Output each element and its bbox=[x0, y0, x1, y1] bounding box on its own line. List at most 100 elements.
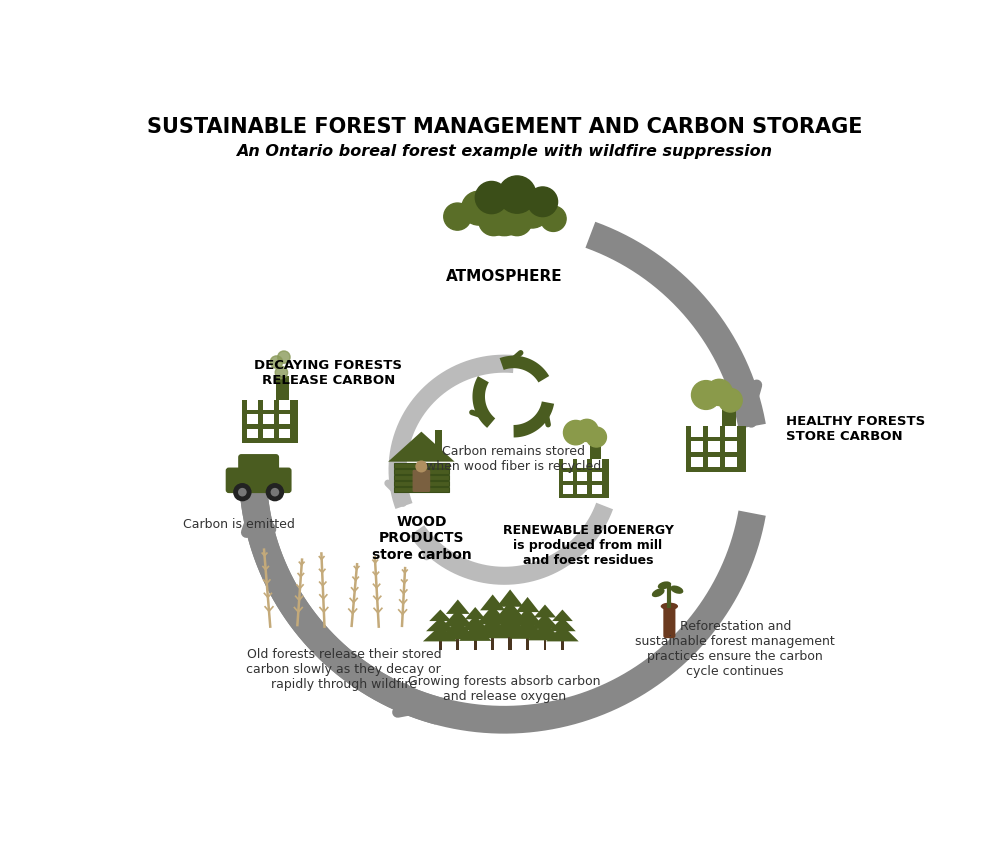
Polygon shape bbox=[446, 600, 469, 614]
Bar bbox=[578, 460, 587, 468]
Bar bbox=[439, 640, 442, 650]
Bar bbox=[578, 473, 587, 481]
Bar bbox=[686, 426, 746, 473]
Bar bbox=[247, 401, 258, 410]
Circle shape bbox=[415, 461, 427, 473]
Text: Growing forests absorb carbon
and release oxygen: Growing forests absorb carbon and releas… bbox=[408, 675, 600, 703]
Bar bbox=[395, 481, 449, 486]
Bar bbox=[247, 415, 258, 425]
Bar bbox=[263, 415, 274, 425]
Circle shape bbox=[481, 190, 527, 236]
Bar bbox=[491, 636, 494, 650]
Bar bbox=[592, 485, 602, 494]
Polygon shape bbox=[461, 616, 489, 630]
Circle shape bbox=[498, 177, 536, 214]
Polygon shape bbox=[509, 618, 546, 639]
Bar bbox=[578, 485, 587, 494]
Bar bbox=[707, 442, 720, 452]
Circle shape bbox=[718, 389, 742, 413]
Text: RENEWABLE BIOENERGY
is produced from mill
and foest residues: RENEWABLE BIOENERGY is produced from mil… bbox=[503, 523, 673, 566]
Circle shape bbox=[461, 192, 496, 226]
Polygon shape bbox=[530, 613, 559, 630]
FancyBboxPatch shape bbox=[412, 470, 430, 492]
Bar bbox=[563, 460, 573, 468]
Text: HEALTHY FORESTS
STORE CARBON: HEALTHY FORESTS STORE CARBON bbox=[785, 415, 925, 443]
Polygon shape bbox=[476, 606, 509, 624]
FancyBboxPatch shape bbox=[238, 455, 279, 476]
Bar bbox=[589, 438, 601, 462]
FancyBboxPatch shape bbox=[663, 606, 675, 638]
Circle shape bbox=[706, 380, 732, 406]
Polygon shape bbox=[549, 618, 576, 631]
Polygon shape bbox=[497, 589, 523, 607]
Bar bbox=[278, 429, 290, 439]
Polygon shape bbox=[489, 613, 531, 637]
Text: An Ontario boreal forest example with wildfire suppression: An Ontario boreal forest example with wi… bbox=[236, 144, 772, 159]
Polygon shape bbox=[527, 623, 563, 641]
Bar bbox=[277, 376, 289, 403]
Circle shape bbox=[502, 206, 532, 236]
Ellipse shape bbox=[670, 586, 683, 595]
Bar bbox=[242, 401, 298, 444]
Bar bbox=[707, 457, 720, 467]
Polygon shape bbox=[493, 601, 527, 623]
Text: Old forests release their stored
carbon slowly as they decay or
rapidly through : Old forests release their stored carbon … bbox=[247, 647, 441, 691]
Bar bbox=[563, 485, 573, 494]
Circle shape bbox=[475, 183, 508, 214]
Polygon shape bbox=[388, 432, 455, 462]
Circle shape bbox=[564, 421, 588, 445]
Bar bbox=[263, 401, 274, 410]
Text: DECAYING FORESTS
RELEASE CARBON: DECAYING FORESTS RELEASE CARBON bbox=[255, 358, 402, 386]
Bar bbox=[435, 431, 442, 454]
Text: SUSTAINABLE FOREST MANAGEMENT AND CARBON STORAGE: SUSTAINABLE FOREST MANAGEMENT AND CARBON… bbox=[147, 117, 862, 137]
Polygon shape bbox=[439, 619, 476, 640]
Bar bbox=[278, 401, 290, 410]
Polygon shape bbox=[459, 624, 492, 641]
Text: Reforestation and
sustainable forest management
practices ensure the carbon
cycl: Reforestation and sustainable forest man… bbox=[636, 619, 835, 677]
Text: WOOD
PRODUCTS
store carbon: WOOD PRODUCTS store carbon bbox=[372, 514, 471, 561]
Circle shape bbox=[277, 351, 290, 364]
Bar bbox=[691, 426, 703, 438]
Bar bbox=[725, 442, 737, 452]
Circle shape bbox=[527, 188, 558, 218]
Bar bbox=[725, 457, 737, 467]
Circle shape bbox=[271, 357, 282, 368]
Circle shape bbox=[266, 484, 284, 502]
Ellipse shape bbox=[651, 589, 664, 597]
Bar bbox=[395, 463, 449, 468]
Polygon shape bbox=[443, 610, 473, 627]
Bar bbox=[474, 639, 476, 650]
Circle shape bbox=[271, 488, 279, 497]
Bar bbox=[395, 469, 449, 474]
Bar bbox=[278, 415, 290, 425]
Circle shape bbox=[586, 427, 606, 448]
Polygon shape bbox=[552, 610, 573, 621]
Bar bbox=[509, 635, 512, 650]
Polygon shape bbox=[546, 625, 579, 641]
Text: ATMOSPHERE: ATMOSPHERE bbox=[446, 269, 563, 283]
Ellipse shape bbox=[660, 603, 678, 610]
Polygon shape bbox=[473, 617, 513, 639]
Bar bbox=[457, 637, 460, 650]
Polygon shape bbox=[464, 607, 486, 619]
Polygon shape bbox=[534, 605, 556, 618]
Bar bbox=[543, 639, 546, 650]
Polygon shape bbox=[426, 618, 455, 631]
Text: Carbon is emitted: Carbon is emitted bbox=[183, 517, 295, 530]
Circle shape bbox=[233, 484, 252, 502]
Bar bbox=[247, 429, 258, 439]
Polygon shape bbox=[516, 597, 539, 612]
Circle shape bbox=[514, 194, 550, 229]
Polygon shape bbox=[513, 607, 543, 626]
Bar bbox=[691, 442, 703, 452]
Bar bbox=[725, 426, 737, 438]
Circle shape bbox=[479, 206, 509, 236]
Circle shape bbox=[444, 204, 471, 231]
Bar bbox=[707, 426, 720, 438]
Bar bbox=[561, 640, 564, 650]
FancyBboxPatch shape bbox=[225, 468, 291, 494]
Bar bbox=[263, 429, 274, 439]
Polygon shape bbox=[429, 610, 452, 621]
Bar bbox=[395, 475, 449, 480]
Circle shape bbox=[692, 381, 720, 410]
